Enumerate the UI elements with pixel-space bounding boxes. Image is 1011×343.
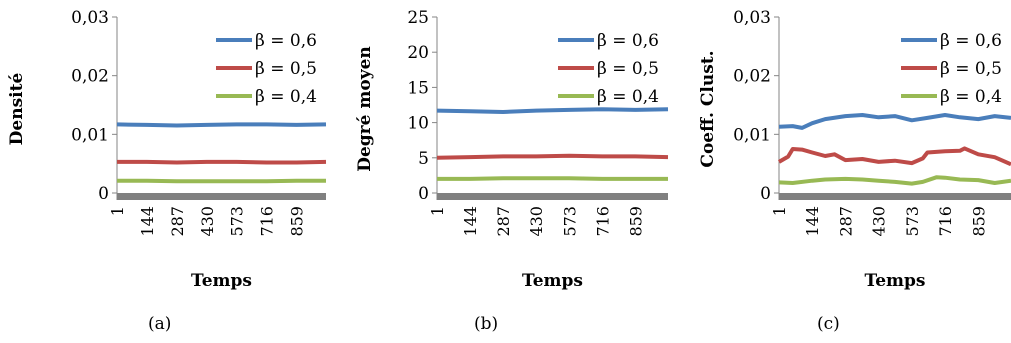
series-line-1 xyxy=(778,113,1011,130)
series-line-3 xyxy=(437,176,668,181)
legend-entry: β = 0,5 xyxy=(597,59,659,79)
y-tick-label: 0,02 xyxy=(733,67,771,87)
legend-entry: β = 0,6 xyxy=(940,31,1002,51)
panel-caption-b: (b) xyxy=(474,314,499,334)
series-line-1 xyxy=(116,122,327,128)
legend-entry: β = 0,4 xyxy=(597,87,659,107)
y-axis-title: Densité xyxy=(7,73,27,146)
legend-entry: β = 0,4 xyxy=(255,87,317,107)
x-tick-label: 144 xyxy=(803,206,822,237)
x-tick-label: 859 xyxy=(288,206,307,237)
x-tick-label: 144 xyxy=(138,206,157,237)
x-tick-label: 573 xyxy=(560,206,579,237)
y-tick-label: 0 xyxy=(98,184,109,204)
x-axis-band xyxy=(437,193,668,200)
panel-caption-a: (a) xyxy=(148,314,172,334)
legend-entry: β = 0,5 xyxy=(940,59,1002,79)
x-axis-title: Temps xyxy=(865,271,926,291)
y-tick-label: 0,02 xyxy=(71,67,109,87)
y-tick-label: 5 xyxy=(418,149,429,169)
y-tick-label: 0 xyxy=(418,184,429,204)
x-axis-title: Temps xyxy=(191,271,252,291)
x-tick-label: 144 xyxy=(461,206,480,237)
legend-entry: β = 0,5 xyxy=(255,59,317,79)
x-tick-label: 430 xyxy=(870,206,889,237)
y-tick-label: 0,03 xyxy=(733,8,771,28)
y-tick-label: 0,03 xyxy=(71,8,109,28)
x-tick-label: 1 xyxy=(108,206,127,216)
y-tick-label: 0,01 xyxy=(733,125,771,145)
series-line-2 xyxy=(777,146,1011,167)
x-tick-label: 1 xyxy=(428,206,447,216)
x-tick-label: 716 xyxy=(936,206,955,237)
series-line-2 xyxy=(117,159,327,165)
series-line-3 xyxy=(117,178,326,184)
y-tick-label: 20 xyxy=(407,43,429,63)
legend-entry: β = 0,6 xyxy=(255,31,317,51)
x-tick-label: 716 xyxy=(593,206,612,237)
series-line-1 xyxy=(436,107,669,114)
x-tick-label: 859 xyxy=(626,206,645,237)
x-tick-label: 859 xyxy=(969,206,988,237)
x-tick-label: 1 xyxy=(770,206,789,216)
x-axis-band xyxy=(117,193,326,200)
y-axis-title: Coeff. Clust. xyxy=(698,50,718,167)
legend-entry: β = 0,4 xyxy=(940,87,1002,107)
legend-entry: β = 0,6 xyxy=(597,31,659,51)
x-tick-label: 287 xyxy=(836,206,855,237)
x-tick-label: 430 xyxy=(527,206,546,237)
panel-caption-c: (c) xyxy=(817,314,840,334)
x-axis-band xyxy=(779,193,1011,200)
x-tick-label: 573 xyxy=(903,206,922,237)
y-tick-label: 10 xyxy=(407,114,429,134)
x-tick-label: 430 xyxy=(198,206,217,237)
x-tick-label: 573 xyxy=(228,206,247,237)
x-tick-label: 716 xyxy=(258,206,277,237)
y-tick-label: 0 xyxy=(760,184,771,204)
y-tick-label: 0,01 xyxy=(71,125,109,145)
y-tick-label: 15 xyxy=(407,78,429,98)
x-axis-title: Temps xyxy=(522,271,583,291)
series-line-2 xyxy=(436,153,669,160)
series-line-3 xyxy=(778,175,1011,186)
x-tick-label: 287 xyxy=(494,206,513,237)
y-tick-label: 25 xyxy=(407,8,429,28)
y-axis-title: Degré moyen xyxy=(355,46,375,172)
x-tick-label: 287 xyxy=(168,206,187,237)
